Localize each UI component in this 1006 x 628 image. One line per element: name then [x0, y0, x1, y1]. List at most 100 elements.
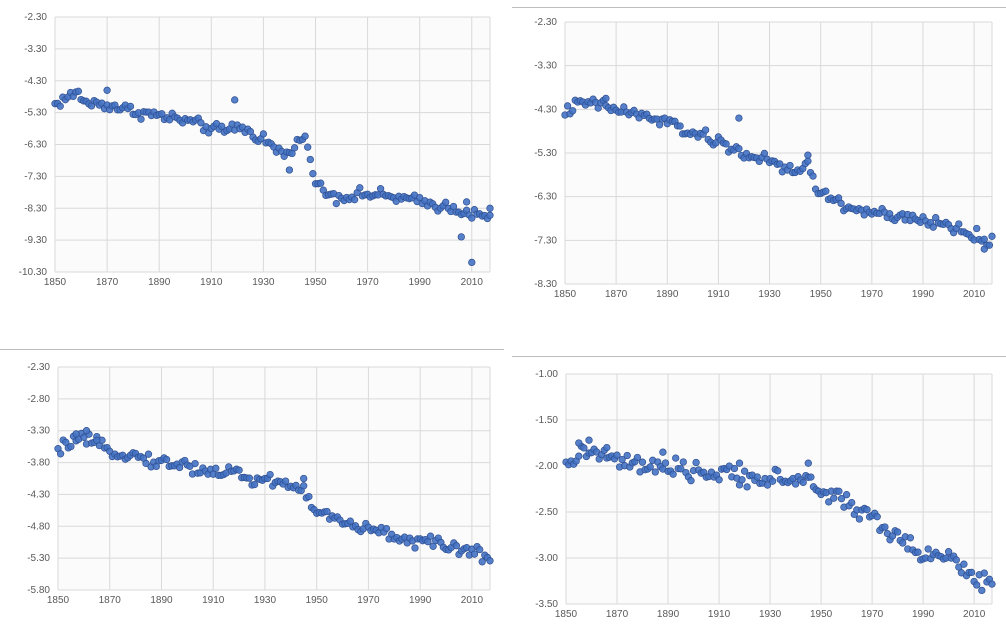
data-point: [776, 160, 784, 168]
data-point: [763, 481, 772, 489]
data-point: [486, 211, 494, 219]
data-point: [585, 436, 593, 444]
data-point: [137, 115, 145, 123]
y-tick-label: -3.50: [535, 599, 558, 610]
data-point: [988, 580, 996, 588]
data-point: [791, 480, 800, 488]
data-point: [955, 220, 963, 228]
data-point: [924, 545, 932, 553]
data-point: [659, 448, 667, 456]
data-point: [985, 241, 994, 249]
x-tick-label: 1990: [912, 289, 935, 300]
x-tick-label: 1910: [708, 609, 731, 620]
data-point: [478, 558, 486, 566]
data-point: [738, 476, 746, 484]
data-point: [93, 436, 101, 444]
data-point: [893, 528, 902, 536]
x-tick-label: 2010: [461, 277, 484, 288]
data-point: [245, 474, 254, 482]
data-point: [687, 477, 695, 485]
data-point: [250, 480, 259, 489]
data-point: [309, 170, 317, 178]
x-tick-label: 1930: [758, 289, 781, 300]
data-point: [740, 467, 749, 475]
data-point: [623, 451, 631, 460]
x-tick-label: 1850: [44, 277, 67, 288]
y-tick-label: -2.00: [535, 461, 558, 472]
data-point: [804, 459, 812, 467]
x-tick-label: 1910: [202, 595, 225, 606]
x-tick-label: 1890: [657, 609, 680, 620]
data-point: [442, 198, 450, 206]
data-point: [973, 581, 981, 589]
data-point: [56, 102, 64, 110]
data-point: [881, 523, 889, 531]
data-point: [468, 214, 476, 222]
y-tick-label: -3.00: [535, 553, 558, 564]
y-tick-label: -7.30: [534, 235, 557, 246]
data-point: [799, 478, 807, 487]
x-tick-label: 1850: [47, 595, 70, 606]
x-tick-label: 1890: [150, 595, 173, 606]
data-point: [411, 544, 419, 552]
scatter-chart: -2.30 -3.30 -4.30 -5.30 -6.30 -7.30 -8.30 -9.30…: [19, 12, 494, 288]
chart-panel-bottom-right: -1.00 -1.50 -2.00 -2.50 -3.00 -3.50 1850 1870 18…: [512, 357, 1006, 628]
data-point: [786, 161, 794, 170]
y-tick-label: -2.80: [27, 394, 50, 405]
data-point: [575, 452, 583, 460]
data-point: [103, 86, 111, 94]
x-tick-label: 1930: [759, 609, 782, 620]
data-point: [679, 458, 687, 466]
data-point: [980, 235, 988, 243]
top-right-border: [512, 7, 1006, 8]
x-tick-label: 1950: [306, 595, 329, 606]
data-point: [235, 466, 243, 474]
y-tick-label: -2.30: [534, 17, 557, 28]
data-point: [470, 550, 479, 558]
data-point: [768, 477, 777, 485]
x-tick-label: 1890: [656, 289, 679, 300]
y-tick-label: -1.50: [535, 415, 558, 426]
data-point: [452, 542, 461, 550]
data-point: [142, 459, 150, 468]
chart-panel-top-right: -2.30 -3.30 -4.30 -5.30 -6.30 -7.30 -8.30 1850 1…: [512, 8, 1006, 310]
data-point: [144, 450, 153, 458]
x-tick-label: 1970: [861, 609, 884, 620]
data-point: [774, 467, 782, 475]
x-tick-label: 1970: [357, 595, 380, 606]
y-tick-label: -9.30: [24, 235, 47, 246]
data-point: [462, 198, 471, 206]
y-tick-label: -5.30: [27, 553, 50, 564]
x-tick-label: 2010: [963, 289, 986, 300]
data-point: [304, 143, 312, 151]
x-tick-label: 1870: [96, 277, 119, 288]
data-point: [676, 122, 684, 130]
y-tick-label: -6.30: [534, 192, 557, 203]
y-tick-label: -3.30: [534, 61, 557, 72]
y-tick-label: -4.80: [27, 521, 50, 532]
y-tick-label: -3.80: [27, 458, 50, 469]
x-tick-label: 1950: [810, 609, 833, 620]
x-tick-label: 1950: [810, 289, 833, 300]
data-point: [960, 560, 968, 568]
y-tick-label: -2.30: [24, 12, 47, 23]
data-point: [613, 451, 621, 459]
data-point: [980, 569, 988, 577]
data-point: [457, 233, 465, 241]
data-point: [735, 145, 743, 153]
data-point: [830, 494, 838, 502]
data-point: [929, 223, 937, 231]
y-tick-label: -4.30: [24, 76, 47, 87]
chart-panel-bottom-left: -2.30 -2.80 -3.30 -3.80 -4.30 -4.80 -5.30 -5.80…: [0, 350, 504, 628]
y-tick-label: -6.30: [24, 140, 47, 151]
y-tick-label: -2.30: [27, 362, 50, 373]
data-point: [191, 459, 199, 468]
data-point: [300, 474, 308, 483]
data-point: [416, 193, 424, 202]
data-point: [306, 155, 314, 164]
data-point: [735, 459, 744, 467]
data-point: [290, 144, 299, 152]
data-point: [743, 483, 751, 491]
data-point: [126, 102, 135, 111]
data-point: [842, 491, 851, 499]
